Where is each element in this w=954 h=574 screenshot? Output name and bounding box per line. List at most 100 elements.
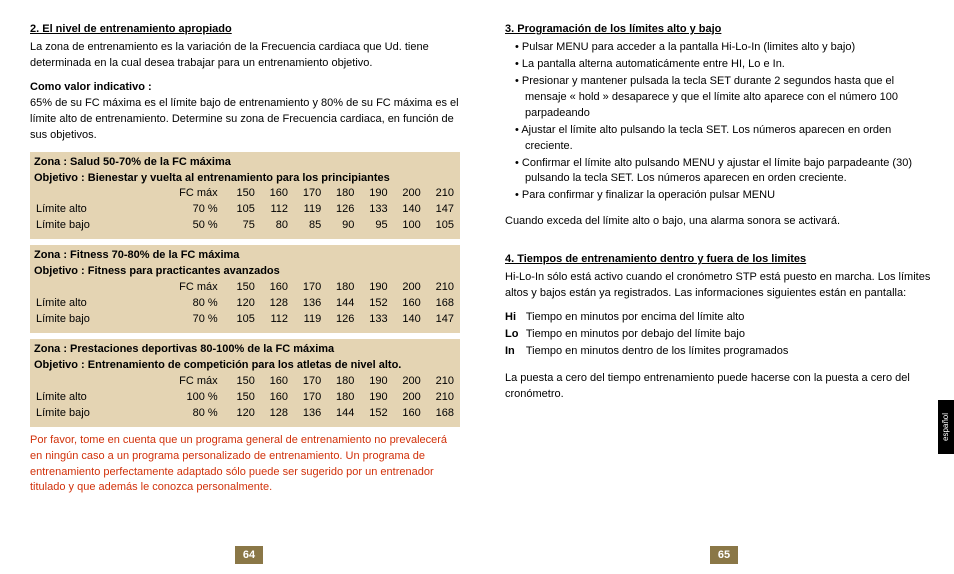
- table-row: FC máx150160170180190200210: [34, 374, 456, 390]
- row-value: 140: [390, 202, 423, 218]
- def-row: In Tiempo en minutos dentro de los límit…: [505, 344, 935, 360]
- table-row: Límite bajo50 %7580859095100105: [34, 218, 456, 234]
- def-value: Tiempo en minutos dentro de los límites …: [523, 345, 788, 357]
- row-value: 168: [423, 406, 456, 422]
- row-value: 150: [224, 280, 257, 296]
- row-label: [34, 280, 164, 296]
- bullet-item: Presionar y mantener pulsada la tecla SE…: [515, 74, 935, 122]
- table-row: Límite alto100 %150160170180190200210: [34, 390, 456, 406]
- zone-title: Zona : Fitness 70-80% de la FC máxima: [34, 248, 456, 264]
- row-value: 126: [323, 202, 356, 218]
- table-row: FC máx150160170180190200210: [34, 186, 456, 202]
- row-value: 100: [390, 218, 423, 234]
- row-value: 152: [356, 296, 389, 312]
- row-value: 112: [257, 202, 290, 218]
- row-pct: FC máx: [164, 374, 223, 390]
- left-page: 2. El nivel de entrenamiento apropiado L…: [30, 22, 460, 496]
- zone-table: FC máx150160170180190200210Límite alto10…: [34, 374, 456, 422]
- row-value: 105: [224, 312, 257, 328]
- row-value: 75: [224, 218, 257, 234]
- row-value: 136: [290, 406, 323, 422]
- bullet-item: Confirmar el límite alto pulsando MENU y…: [515, 156, 935, 188]
- row-value: 170: [290, 374, 323, 390]
- row-value: 140: [390, 312, 423, 328]
- row-label: Límite alto: [34, 202, 164, 218]
- row-value: 150: [224, 186, 257, 202]
- row-value: 160: [390, 406, 423, 422]
- row-pct: 50 %: [164, 218, 223, 234]
- row-pct: 70 %: [164, 202, 223, 218]
- section-2-heading: 2. El nivel de entrenamiento apropiado: [30, 22, 460, 38]
- row-label: Límite bajo: [34, 406, 164, 422]
- def-row: Lo Tiempo en minutos por debajo del lími…: [505, 327, 935, 343]
- table-row: Límite alto70 %105112119126133140147: [34, 202, 456, 218]
- row-value: 160: [390, 296, 423, 312]
- zone-objective: Objetivo : Entrenamiento de competición …: [34, 358, 456, 374]
- indicative-text: 65% de su FC máxima es el límite bajo de…: [30, 96, 460, 144]
- row-value: 90: [323, 218, 356, 234]
- def-value: Tiempo en minutos por encima del límite …: [523, 311, 744, 323]
- row-value: 200: [390, 186, 423, 202]
- row-value: 210: [423, 374, 456, 390]
- row-value: 190: [356, 186, 389, 202]
- page-number-left: 64: [235, 546, 263, 564]
- row-value: 120: [224, 406, 257, 422]
- zone-table: FC máx150160170180190200210Límite alto80…: [34, 280, 456, 328]
- row-label: [34, 374, 164, 390]
- row-pct: FC máx: [164, 186, 223, 202]
- language-tab: español: [938, 400, 954, 454]
- zone-title: Zona : Salud 50-70% de la FC máxima: [34, 155, 456, 171]
- section-4-text: Hi-Lo-In sólo está activo cuando el cron…: [505, 270, 935, 302]
- table-row: Límite alto80 %120128136144152160168: [34, 296, 456, 312]
- row-value: 147: [423, 312, 456, 328]
- bullet-item: Ajustar el límite alto pulsando la tecla…: [515, 123, 935, 155]
- bullet-item: Pulsar MENU para acceder a la pantalla H…: [515, 40, 935, 56]
- hi-lo-in-defs: Hi Tiempo en minutos por encima del lími…: [505, 310, 935, 360]
- row-pct: 100 %: [164, 390, 223, 406]
- row-value: 190: [356, 280, 389, 296]
- row-value: 144: [323, 296, 356, 312]
- warning-text: Por favor, tome en cuenta que un program…: [30, 433, 460, 497]
- def-key: In: [505, 344, 523, 360]
- zone-block: Zona : Salud 50-70% de la FC máximaObjet…: [30, 152, 460, 240]
- zones-container: Zona : Salud 50-70% de la FC máximaObjet…: [30, 152, 460, 427]
- row-value: 190: [356, 374, 389, 390]
- row-value: 210: [423, 186, 456, 202]
- intro-text: La zona de entrenamiento es la variación…: [30, 40, 460, 72]
- row-value: 80: [257, 218, 290, 234]
- row-value: 105: [224, 202, 257, 218]
- row-pct: FC máx: [164, 280, 223, 296]
- zone-title: Zona : Prestaciones deportivas 80-100% d…: [34, 342, 456, 358]
- row-label: Límite bajo: [34, 218, 164, 234]
- row-value: 200: [390, 374, 423, 390]
- row-value: 105: [423, 218, 456, 234]
- row-label: [34, 186, 164, 202]
- row-value: 170: [290, 186, 323, 202]
- zone-objective: Objetivo : Fitness para practicantes ava…: [34, 264, 456, 280]
- row-value: 119: [290, 202, 323, 218]
- row-value: 160: [257, 374, 290, 390]
- row-value: 133: [356, 202, 389, 218]
- row-label: Límite bajo: [34, 312, 164, 328]
- row-value: 119: [290, 312, 323, 328]
- row-value: 85: [290, 218, 323, 234]
- row-value: 210: [423, 390, 456, 406]
- row-value: 210: [423, 280, 456, 296]
- row-value: 200: [390, 280, 423, 296]
- def-key: Lo: [505, 327, 523, 343]
- zone-objective: Objetivo : Bienestar y vuelta al entrena…: [34, 171, 456, 187]
- table-row: Límite bajo70 %105112119126133140147: [34, 312, 456, 328]
- row-value: 147: [423, 202, 456, 218]
- row-value: 180: [323, 374, 356, 390]
- row-value: 128: [257, 296, 290, 312]
- row-value: 133: [356, 312, 389, 328]
- section-4-heading: 4. Tiempos de entrenamiento dentro y fue…: [505, 252, 935, 268]
- table-row: FC máx150160170180190200210: [34, 280, 456, 296]
- row-value: 126: [323, 312, 356, 328]
- row-label: Límite alto: [34, 296, 164, 312]
- bullet-item: Para confirmar y finalizar la operación …: [515, 188, 935, 204]
- indicative-label: Como valor indicativo :: [30, 80, 460, 96]
- row-value: 136: [290, 296, 323, 312]
- def-key: Hi: [505, 310, 523, 326]
- bullet-item: La pantalla alterna automaticámente entr…: [515, 57, 935, 73]
